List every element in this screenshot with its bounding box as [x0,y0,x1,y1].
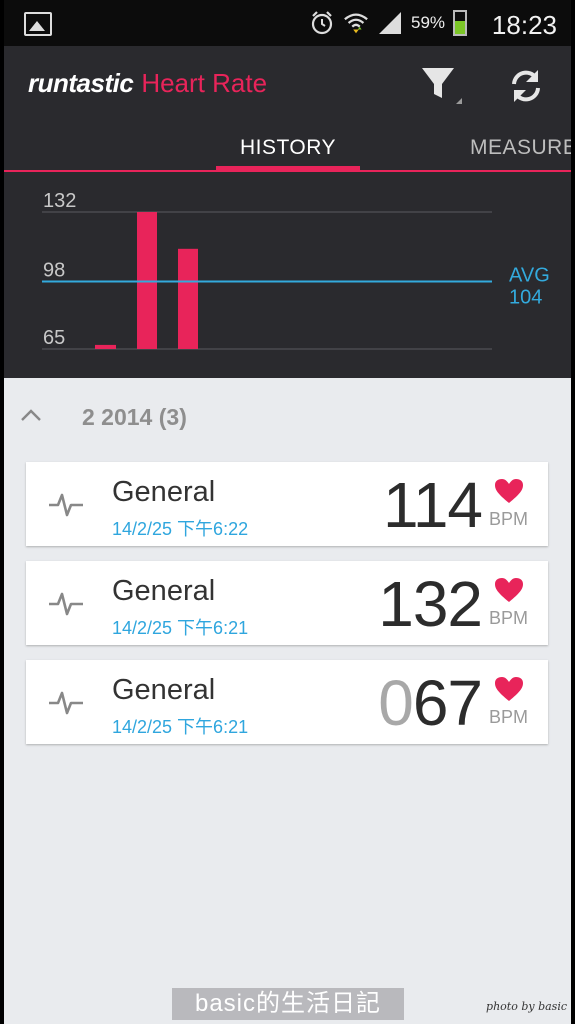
signal-icon [377,10,403,36]
battery-icon [453,10,468,36]
heart-rate-digits: 67 [412,667,483,739]
heart-rate-digits: 114 [382,469,483,541]
photo-credit: photo by basic [486,1000,567,1013]
unit-label: BPM [488,707,528,727]
tab-bar: HISTORY MEASURE [4,122,571,172]
brand-name: runtastic [28,68,134,98]
history-item[interactable]: General 14/2/25 下午6:21 132 BPM [26,561,548,645]
heart-rate-value: 067 [378,666,483,740]
heart-icon [495,578,523,602]
alarm-icon [309,10,335,36]
tab-active-indicator [216,166,360,171]
item-name: General [112,476,216,508]
status-bar: 59% 18:23 [4,0,571,46]
item-name: General [112,674,216,706]
history-chart: 132 98 65 AVG 104 [4,172,571,378]
bar [178,248,198,349]
y-tick-label: 132 [43,190,76,212]
status-icons: 59% [309,10,468,36]
list-group-header[interactable]: 2 2014 (3) [4,392,571,442]
heart-rate-value: 114 [382,468,483,542]
status-time: 18:23 [491,10,557,40]
heart-rate-digits: 132 [378,568,483,640]
unit-label: BPM [488,608,528,628]
app-name: Heart Rate [141,68,268,98]
average-value: 104 [509,287,542,309]
heart-rate-value: 132 [378,567,483,641]
filter-icon [422,68,462,104]
app-screen: 59% 18:23 runtastic Heart Rate HISTORY M [4,0,571,1024]
bar [137,212,157,349]
tab-measure[interactable]: MEASURE [470,136,571,159]
refresh-icon [512,70,540,102]
item-date: 14/2/25 下午6:21 [112,618,249,638]
history-item[interactable]: General 14/2/25 下午6:21 067 BPM [26,660,548,744]
item-name: General [112,575,216,607]
history-item[interactable]: General 14/2/25 下午6:22 114 BPM [26,462,548,546]
watermark: basic的生活日記 [172,988,404,1020]
unit-label: BPM [488,509,528,529]
item-date: 14/2/25 下午6:22 [112,519,249,539]
group-title: 2 2014 (3) [82,404,187,430]
wifi-icon [343,10,369,36]
pulse-icon [49,493,83,517]
heart-icon [495,677,523,701]
app-header: runtastic Heart Rate [4,46,571,122]
chevron-up-icon [21,409,41,421]
battery-percentage: 59% [411,13,446,32]
collapse-button[interactable] [16,400,46,430]
filter-button[interactable] [416,64,464,108]
gallery-icon [24,12,52,36]
tab-history[interactable]: HISTORY [239,136,337,159]
item-date: 14/2/25 下午6:21 [112,717,249,737]
y-tick-label: 98 [43,260,65,282]
refresh-button[interactable] [504,64,548,108]
battery-level [455,21,466,34]
pulse-icon [49,592,83,616]
app-logo: runtastic Heart Rate [28,68,267,99]
pulse-icon [49,691,83,715]
heart-rate-leading-digit: 0 [378,667,414,739]
heart-icon [495,479,523,503]
average-label: AVG [509,265,550,287]
bar [95,344,116,349]
y-tick-label: 65 [43,327,65,349]
